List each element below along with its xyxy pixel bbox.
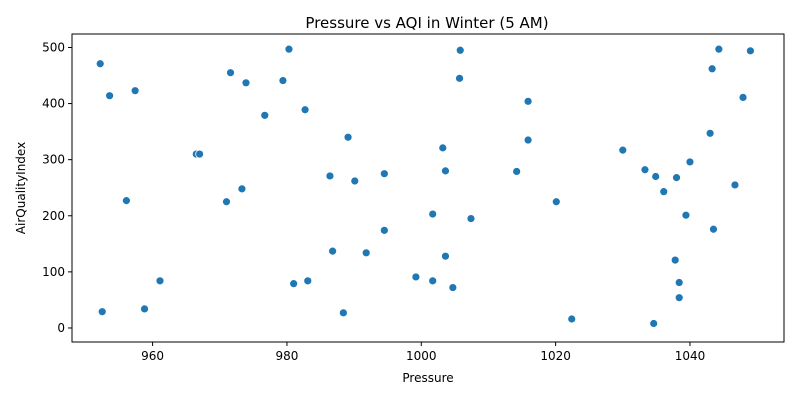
data-point bbox=[350, 176, 360, 186]
data-point bbox=[738, 92, 748, 102]
data-point bbox=[441, 166, 450, 176]
data-point bbox=[343, 132, 353, 142]
data-point bbox=[651, 172, 661, 181]
data-point bbox=[328, 246, 338, 256]
data-point bbox=[95, 59, 105, 69]
data-points bbox=[95, 44, 755, 328]
y-tick-label: 500 bbox=[42, 40, 65, 54]
data-point bbox=[466, 214, 476, 223]
data-point bbox=[284, 44, 294, 54]
data-point bbox=[428, 276, 438, 286]
data-point bbox=[551, 197, 561, 207]
data-point bbox=[122, 196, 131, 206]
data-point bbox=[512, 167, 522, 176]
data-point bbox=[674, 293, 684, 303]
data-point bbox=[441, 251, 450, 261]
data-point bbox=[278, 76, 288, 85]
data-point bbox=[705, 128, 715, 138]
data-point bbox=[685, 157, 695, 167]
data-point bbox=[130, 86, 140, 96]
data-point bbox=[659, 187, 669, 197]
data-point bbox=[289, 279, 299, 289]
data-point bbox=[707, 64, 717, 74]
data-point bbox=[97, 307, 107, 317]
data-point bbox=[325, 171, 335, 181]
data-point bbox=[714, 44, 724, 54]
data-point bbox=[237, 184, 247, 194]
y-axis-ticks: 0 100 200 300 400 500 bbox=[42, 40, 72, 335]
x-tick-label: 1040 bbox=[675, 349, 706, 363]
data-point bbox=[155, 276, 165, 286]
data-point bbox=[567, 314, 577, 324]
y-tick-label: 0 bbox=[57, 321, 65, 335]
y-tick-label: 100 bbox=[42, 265, 65, 279]
chart-title: Pressure vs AQI in Winter (5 AM) bbox=[305, 14, 548, 32]
data-point bbox=[260, 110, 270, 120]
y-axis-label: AirQualityIndex bbox=[14, 142, 28, 234]
data-point bbox=[672, 173, 681, 183]
x-tick-label: 980 bbox=[275, 349, 298, 363]
data-point bbox=[338, 308, 348, 318]
data-point bbox=[618, 145, 628, 155]
y-tick-label: 200 bbox=[42, 209, 65, 223]
data-point bbox=[361, 248, 371, 258]
data-point bbox=[222, 197, 231, 207]
plot-frame bbox=[71, 33, 785, 343]
data-point bbox=[649, 319, 659, 328]
data-point bbox=[670, 255, 680, 265]
data-point bbox=[300, 105, 310, 115]
data-point bbox=[140, 304, 149, 314]
data-point bbox=[523, 135, 533, 145]
data-point bbox=[448, 283, 458, 292]
data-point bbox=[226, 68, 235, 78]
data-point bbox=[105, 91, 115, 101]
x-tick-label: 1020 bbox=[540, 349, 571, 363]
data-point bbox=[523, 96, 533, 106]
data-point bbox=[746, 46, 755, 56]
data-point bbox=[195, 149, 205, 159]
data-point bbox=[379, 169, 389, 179]
data-point bbox=[640, 165, 650, 175]
data-point bbox=[455, 45, 465, 55]
data-point bbox=[428, 209, 438, 219]
y-tick-label: 300 bbox=[42, 153, 65, 167]
data-point bbox=[379, 225, 389, 235]
x-tick-label: 960 bbox=[141, 349, 164, 363]
x-axis-ticks: 960 980 1000 1020 1040 bbox=[141, 342, 705, 363]
data-point bbox=[411, 272, 421, 282]
data-point bbox=[438, 143, 448, 153]
data-point bbox=[730, 180, 740, 190]
data-point bbox=[709, 224, 718, 234]
x-tick-label: 1000 bbox=[406, 349, 437, 363]
data-point bbox=[674, 278, 684, 287]
y-tick-label: 400 bbox=[42, 97, 65, 111]
data-point bbox=[681, 210, 691, 220]
data-point bbox=[303, 276, 313, 286]
x-axis-label: Pressure bbox=[402, 371, 453, 385]
data-point bbox=[455, 73, 464, 83]
data-point bbox=[241, 78, 251, 88]
